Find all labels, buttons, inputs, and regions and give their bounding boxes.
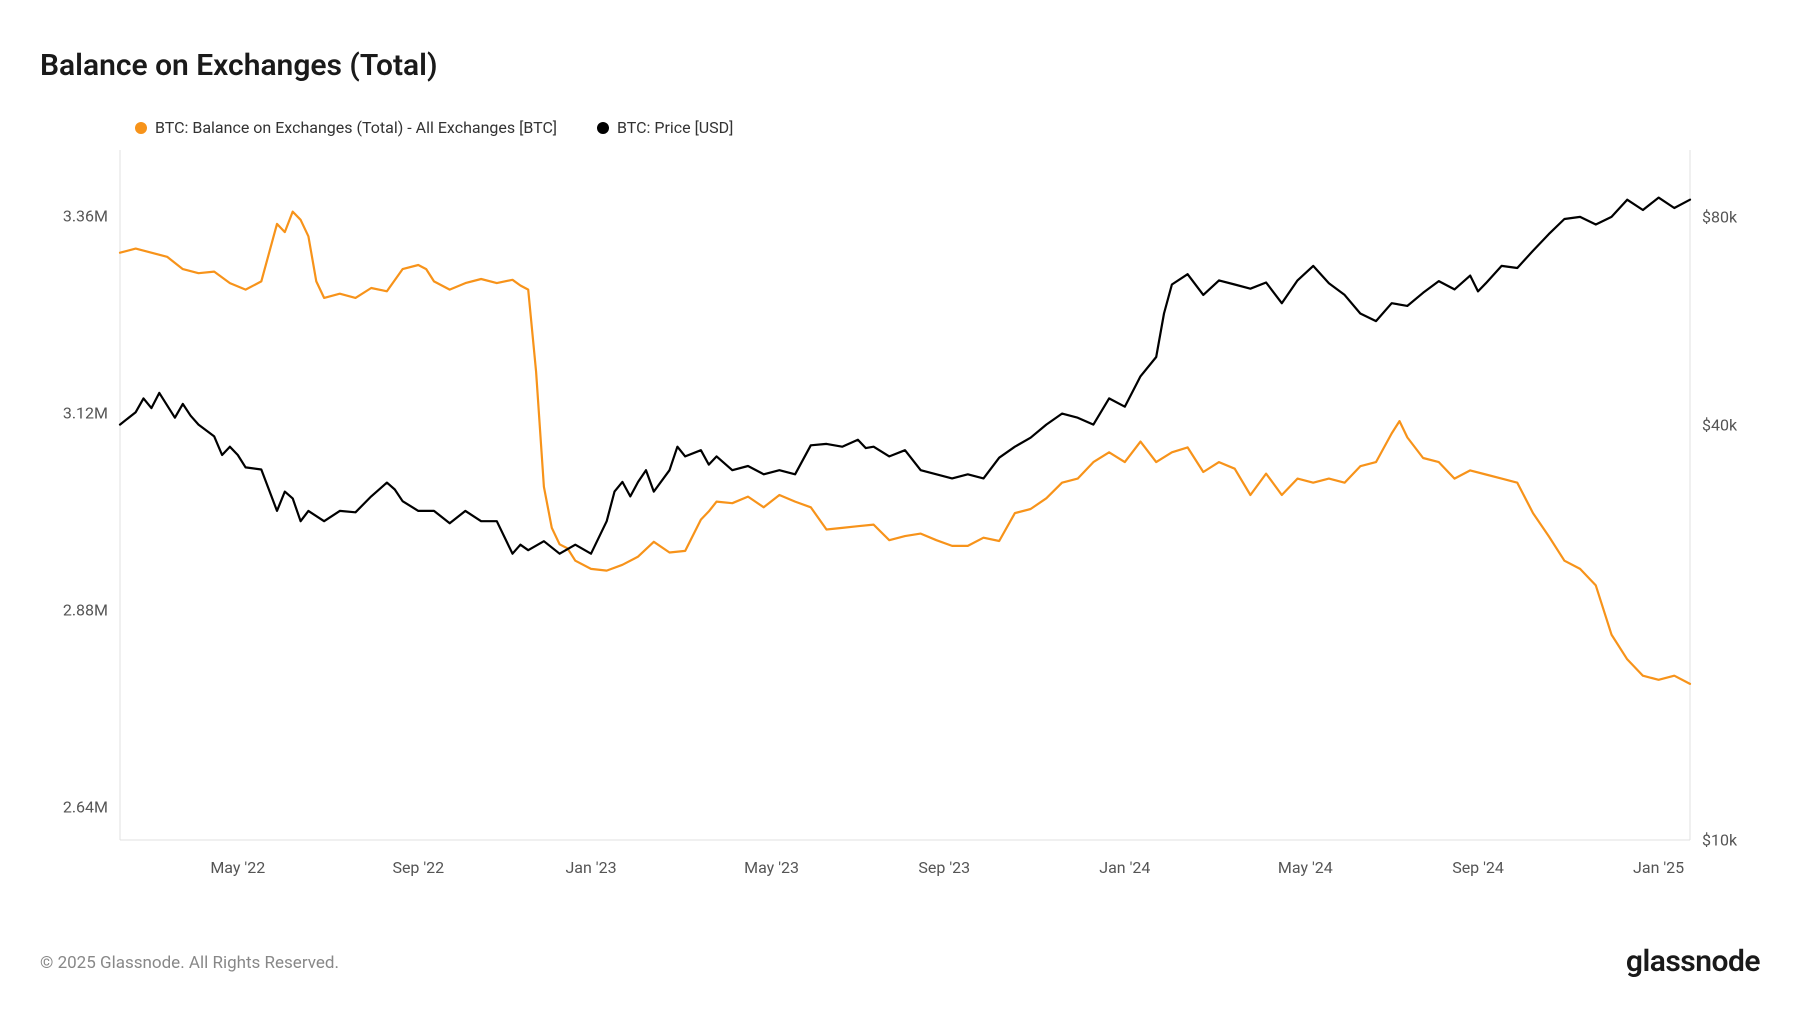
chart-svg bbox=[40, 140, 1760, 900]
legend-dot-balance bbox=[135, 122, 147, 134]
y-left-tick: 2.64M bbox=[40, 798, 108, 817]
x-tick: Jan '25 bbox=[1633, 858, 1684, 877]
legend-item-balance: BTC: Balance on Exchanges (Total) - All … bbox=[135, 118, 557, 137]
y-right-tick: $80k bbox=[1702, 207, 1737, 226]
y-right-tick: $40k bbox=[1702, 415, 1737, 434]
x-tick: May '22 bbox=[210, 858, 265, 877]
x-tick: Sep '24 bbox=[1452, 858, 1504, 877]
legend: BTC: Balance on Exchanges (Total) - All … bbox=[135, 118, 733, 137]
x-tick: Jan '23 bbox=[565, 858, 616, 877]
legend-label-balance: BTC: Balance on Exchanges (Total) - All … bbox=[155, 118, 557, 137]
legend-label-price: BTC: Price [USD] bbox=[617, 118, 733, 137]
x-tick: May '23 bbox=[744, 858, 799, 877]
x-tick: May '24 bbox=[1278, 858, 1333, 877]
y-left-tick: 3.12M bbox=[40, 403, 108, 422]
copyright: © 2025 Glassnode. All Rights Reserved. bbox=[40, 953, 339, 973]
chart-title: Balance on Exchanges (Total) bbox=[40, 48, 437, 83]
x-tick: Sep '22 bbox=[392, 858, 444, 877]
y-left-tick: 2.88M bbox=[40, 601, 108, 620]
legend-item-price: BTC: Price [USD] bbox=[597, 118, 733, 137]
chart-area bbox=[40, 140, 1760, 900]
y-right-tick: $10k bbox=[1702, 831, 1737, 850]
x-tick: Jan '24 bbox=[1099, 858, 1150, 877]
x-tick: Sep '23 bbox=[918, 858, 970, 877]
legend-dot-price bbox=[597, 122, 609, 134]
y-left-tick: 3.36M bbox=[40, 206, 108, 225]
brand-logo: glassnode bbox=[1626, 944, 1760, 979]
